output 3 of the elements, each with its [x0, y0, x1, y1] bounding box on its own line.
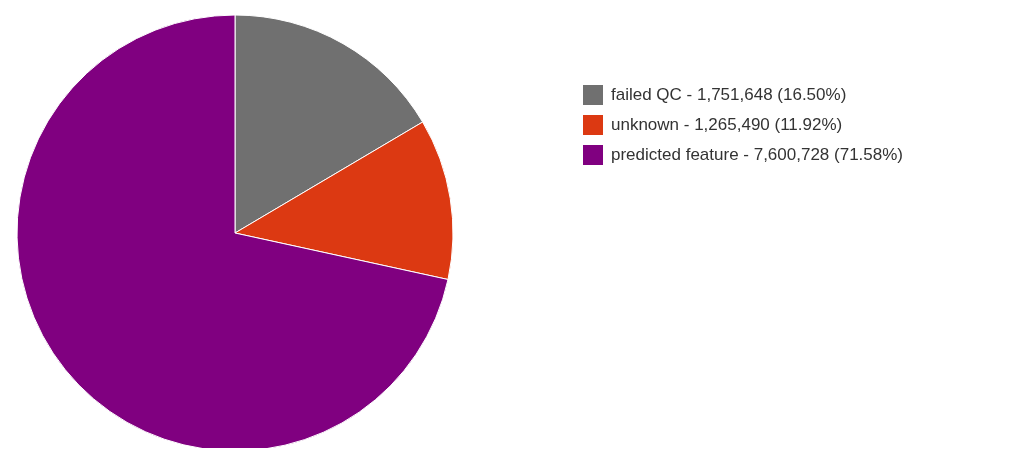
legend-label: unknown - 1,265,490 (11.92%) [611, 115, 843, 135]
legend-label: failed QC - 1,751,648 (16.50%) [611, 85, 847, 105]
legend-label: predicted feature - 7,600,728 (71.58%) [611, 145, 904, 165]
